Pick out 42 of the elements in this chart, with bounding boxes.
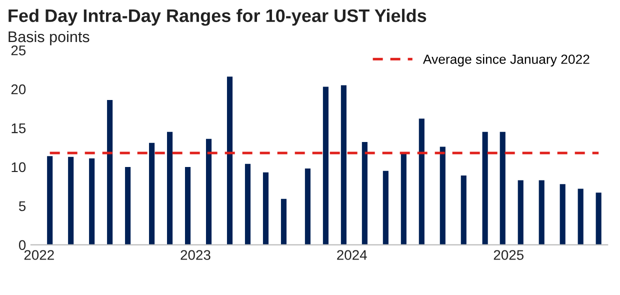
y-tick-label: 0: [18, 240, 26, 250]
bar: [460, 176, 466, 245]
bar: [482, 132, 488, 245]
y-tick-label: 25: [11, 45, 26, 56]
bar: [362, 142, 368, 245]
x-tick-label: 2023: [180, 250, 210, 260]
bar: [89, 158, 95, 245]
y-tick-label: 10: [12, 162, 26, 172]
bar: [518, 180, 524, 245]
x-tick-label: 2022: [24, 250, 54, 260]
bar: [304, 168, 311, 245]
legend-label: Average since January 2022: [422, 54, 590, 67]
bar: [280, 198, 287, 245]
bar: [400, 152, 406, 245]
x-tick-label: 2024: [337, 250, 367, 260]
bar: [596, 192, 602, 245]
y-tick-label: 15: [12, 124, 26, 134]
bar: [560, 184, 566, 245]
chart-subtitle: Basis points: [8, 30, 90, 46]
bar: [418, 118, 424, 245]
bar: [322, 86, 329, 245]
bar: [149, 142, 155, 245]
bar: [107, 100, 113, 245]
bar: [226, 76, 233, 245]
y-tick-label: 5: [18, 201, 26, 212]
x-tick-label: 2025: [494, 250, 524, 260]
bar: [47, 156, 53, 245]
chart-title: Fed Day Intra-Day Ranges for 10-year UST Yields: [8, 8, 426, 26]
y-tick-label: 20: [11, 84, 26, 94]
bar: [578, 188, 584, 245]
bar: [167, 132, 173, 245]
bar: [500, 132, 506, 245]
bar: [125, 166, 131, 245]
bar: [206, 138, 212, 245]
bar: [68, 156, 74, 245]
bar: [244, 164, 251, 245]
bar: [262, 172, 269, 245]
bar: [440, 146, 446, 245]
bar: [185, 166, 191, 245]
bar: [382, 170, 388, 245]
bar: [340, 85, 346, 245]
bar: [538, 180, 544, 245]
